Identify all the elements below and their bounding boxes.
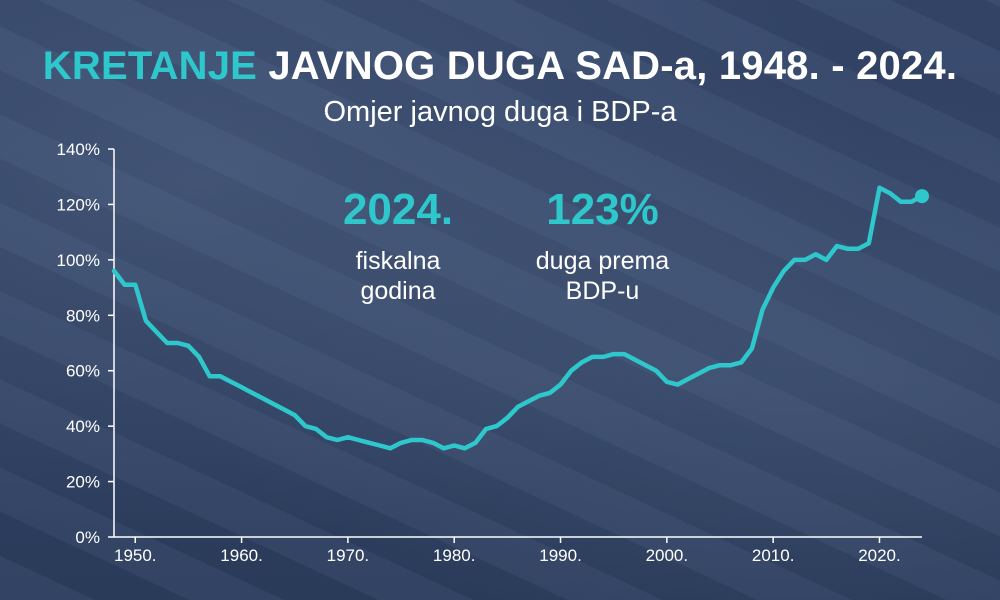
x-tick-label: 1950.	[114, 546, 157, 565]
callout-ratio-value: 123%	[546, 185, 659, 234]
axes	[113, 149, 922, 538]
x-tick-label: 2010.	[752, 546, 795, 565]
x-tick-label: 2020.	[858, 546, 901, 565]
x-tick-label: 2000.	[646, 546, 689, 565]
callout-ratio-line1: duga prema	[535, 247, 670, 275]
y-tick-label: 120%	[57, 195, 100, 214]
x-tick-label: 1970.	[327, 546, 370, 565]
x-tick-label: 1990.	[539, 546, 582, 565]
title-accent: KRETANJE	[42, 44, 258, 88]
y-tick-label: 100%	[57, 251, 100, 270]
callout-year-line2: godina	[360, 277, 436, 305]
callout-year-value: 2024.	[342, 185, 454, 234]
callout-ratio: 123% duga prema BDP-u	[505, 188, 700, 306]
x-tick-label: 1980.	[433, 546, 476, 565]
y-tick-label: 80%	[66, 306, 100, 325]
y-tick-label: 40%	[66, 417, 100, 436]
chart-subtitle: Omjer javnog duga i BDP-a	[323, 96, 677, 128]
y-ticks: 0% 20% 40% 60% 80% 100% 120% 140%	[57, 140, 114, 547]
y-tick-label: 60%	[66, 362, 100, 381]
y-tick-label: 20%	[66, 473, 100, 492]
end-point-marker	[915, 189, 929, 204]
title-rest: JAVNOG DUGA SAD-a, 1948. - 2024.	[257, 44, 958, 88]
x-ticks: 1950. 1960. 1970. 1980. 1990. 2000. 2010. 2020.	[114, 537, 901, 565]
x-tick-label: 1960.	[220, 546, 263, 565]
y-tick-label: 0%	[75, 528, 100, 547]
debt-to-gdp-line	[111, 185, 925, 451]
y-tick-label: 140%	[57, 140, 100, 159]
callout-year: 2024. fiskalna godina	[318, 188, 478, 306]
chart-title: KRETANJE JAVNOG DUGA SAD-a, 1948. - 2024…	[0, 44, 1000, 89]
callout-ratio-line2: BDP-u	[565, 277, 640, 305]
callout-year-line1: fiskalna	[355, 247, 441, 275]
